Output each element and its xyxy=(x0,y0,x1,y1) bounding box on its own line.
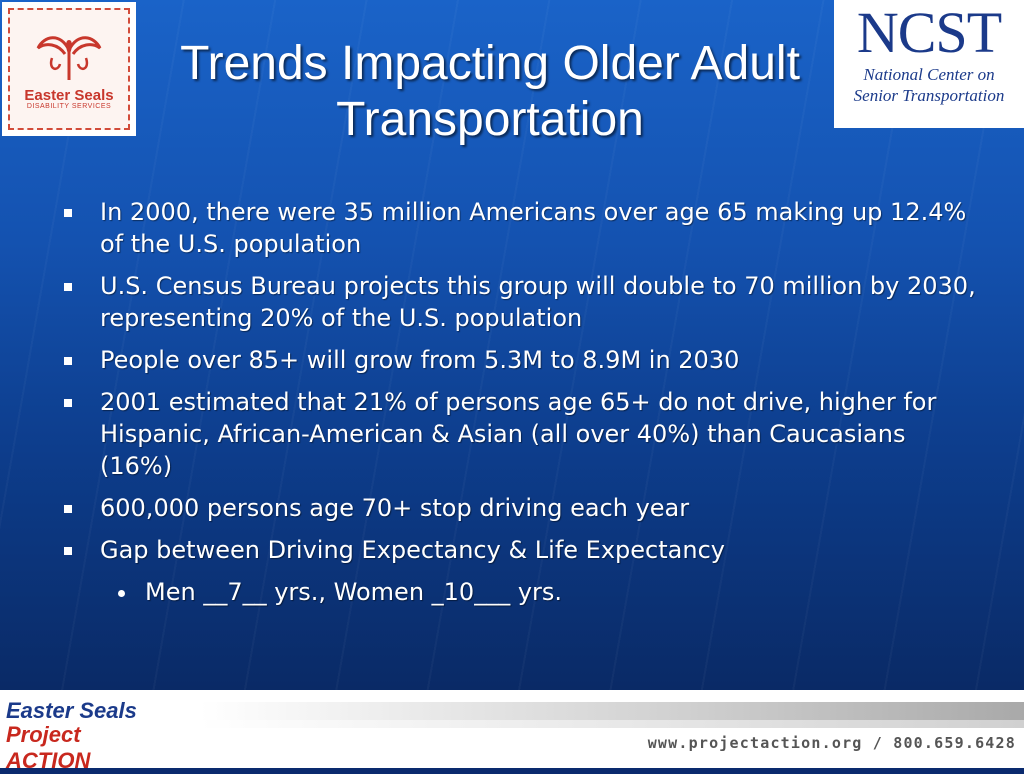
footer-bar: Easter Seals Project ACTION www.projecta… xyxy=(0,690,1024,773)
square-bullet-icon xyxy=(64,357,72,365)
project-action-logo-line-2: Project ACTION xyxy=(6,722,91,773)
easter-seals-name: Easter Seals xyxy=(24,87,114,104)
square-bullet-icon xyxy=(64,283,72,291)
bullet-item: 600,000 persons age 70+ stop driving eac… xyxy=(60,492,980,524)
bullet-text: Gap between Driving Expectancy & Life Ex… xyxy=(100,536,725,564)
ncst-logo: NCST National Center on Senior Transport… xyxy=(834,0,1024,128)
slide-title: Trends Impacting Older Adult Transportat… xyxy=(180,37,800,146)
project-action-logo-line-1: Easter Seals xyxy=(6,698,137,723)
bullet-text: People over 85+ will grow from 5.3M to 8… xyxy=(100,346,740,374)
square-bullet-icon xyxy=(64,547,72,555)
project-action-logo: Easter Seals Project ACTION xyxy=(4,694,154,773)
bullet-list: In 2000, there were 35 million Americans… xyxy=(60,196,980,618)
ncst-line-1: National Center on xyxy=(863,65,995,84)
sub-bullet-item: Men __7__ yrs., Women _10___ yrs. xyxy=(60,576,980,608)
easter-seals-stamp: Easter Seals DISABILITY SERVICES xyxy=(8,8,130,130)
easter-seals-logo: Easter Seals DISABILITY SERVICES xyxy=(2,2,136,136)
lily-icon xyxy=(36,36,102,80)
bullet-item: Gap between Driving Expectancy & Life Ex… xyxy=(60,534,980,566)
round-bullet-icon xyxy=(118,590,125,597)
bullet-item: U.S. Census Bureau projects this group w… xyxy=(60,270,980,334)
footer-stripe xyxy=(200,702,1024,720)
sub-bullet-text: Men __7__ yrs., Women _10___ yrs. xyxy=(145,578,563,606)
ncst-abbr: NCST xyxy=(856,0,1002,65)
bullet-item: People over 85+ will grow from 5.3M to 8… xyxy=(60,344,980,376)
bullet-item: 2001 estimated that 21% of persons age 6… xyxy=(60,386,980,482)
square-bullet-icon xyxy=(64,209,72,217)
bullet-text: 600,000 persons age 70+ stop driving eac… xyxy=(100,494,690,522)
square-bullet-icon xyxy=(64,505,72,513)
footer-stripe-lower xyxy=(200,720,1024,728)
bullet-text: U.S. Census Bureau projects this group w… xyxy=(100,272,976,332)
easter-seals-subtitle: DISABILITY SERVICES xyxy=(26,103,112,110)
bullet-text: In 2000, there were 35 million Americans… xyxy=(100,198,967,258)
bullet-item: In 2000, there were 35 million Americans… xyxy=(60,196,980,260)
square-bullet-icon xyxy=(64,399,72,407)
slide-background: Easter Seals DISABILITY SERVICES NCST Na… xyxy=(0,0,1024,690)
bullet-text: 2001 estimated that 21% of persons age 6… xyxy=(100,388,937,480)
footer-contact: www.projectaction.org / 800.659.6428 xyxy=(647,734,1016,752)
ncst-line-2: Senior Transportation xyxy=(853,86,1005,105)
